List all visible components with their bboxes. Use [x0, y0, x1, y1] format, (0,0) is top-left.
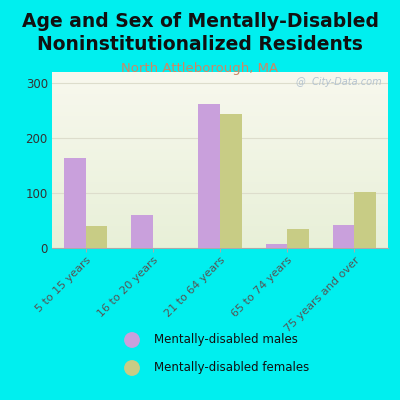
Bar — [64, 158, 86, 248]
Bar — [131, 215, 153, 248]
Bar — [287, 229, 309, 248]
Bar — [86, 226, 107, 248]
Text: Mentally-disabled females: Mentally-disabled females — [154, 362, 309, 374]
Bar — [220, 114, 242, 248]
Text: Age and Sex of Mentally-Disabled
Noninstitutionalized Residents: Age and Sex of Mentally-Disabled Noninst… — [22, 12, 378, 54]
Text: @  City-Data.com: @ City-Data.com — [296, 77, 381, 87]
Bar — [333, 225, 354, 248]
Text: Mentally-disabled males: Mentally-disabled males — [154, 334, 298, 346]
Bar — [198, 104, 220, 248]
Bar — [354, 192, 376, 248]
Text: North Attleborough, MA: North Attleborough, MA — [122, 62, 278, 75]
Bar — [266, 244, 287, 248]
